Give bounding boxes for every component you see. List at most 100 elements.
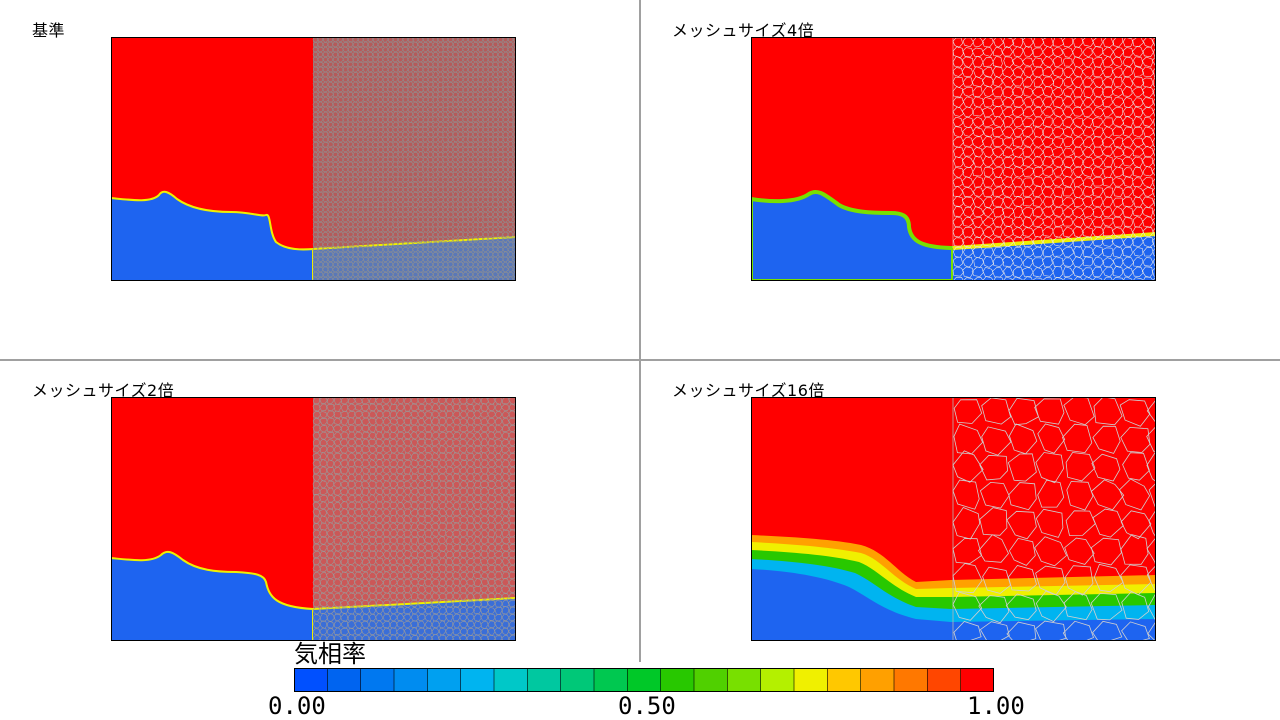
mesh-cell [445,634,454,641]
mesh-cell [512,256,516,263]
mesh-cell [502,71,509,78]
mesh-cell [322,191,329,198]
mesh-cell [352,101,359,108]
mesh-cell [1022,146,1033,158]
mesh-cell [340,445,349,454]
mesh-cell [494,551,503,559]
mesh-cell [375,564,384,572]
mesh-cell [387,86,394,93]
mesh-cell [472,171,479,178]
mesh-cell [1083,126,1095,138]
mesh-cell [342,142,349,148]
mesh-cell [1072,236,1083,248]
mesh-cell [424,536,433,544]
mesh-cell [342,276,349,281]
mesh-cell [462,237,469,243]
mesh-cell [487,592,496,600]
mesh-cell [1102,197,1114,207]
mesh-cell [1037,423,1066,454]
mesh-cell [460,460,467,468]
mesh-cell [427,76,434,83]
mesh-cell [402,96,409,103]
mesh-cell [1141,177,1154,188]
mesh-cell [438,126,444,133]
mesh-cell [352,66,359,73]
mesh-cell [1092,86,1104,98]
mesh-cell [412,181,419,188]
mesh-cell [425,557,433,566]
mesh-cell [962,47,974,58]
mesh-cell [452,634,461,641]
mesh-cell [1092,46,1104,57]
mesh-cell [340,536,349,545]
mesh-cell [322,96,329,103]
mesh-cell [1122,196,1134,208]
mesh-cell [322,116,329,123]
mesh-cell [327,61,334,68]
mesh-cell [1035,620,1067,641]
mesh-cell [397,501,405,510]
mesh-cell [417,41,424,48]
mesh-cell [453,141,459,148]
mesh-cell [352,116,359,123]
mesh-cell [452,96,459,103]
mesh-cell [418,557,426,566]
mesh-cell [473,403,482,412]
mesh-cell [362,151,369,158]
mesh-cell [403,529,412,538]
mesh-cell [467,191,474,198]
mesh-cell [362,216,369,223]
mesh-cell [473,536,482,545]
mesh-cell [477,196,484,203]
mesh-cell [512,47,516,53]
mesh-cell [494,424,503,433]
mesh-cell [361,403,369,412]
mesh-cell [362,146,369,153]
mesh-cell [334,543,342,552]
mesh-cell [1042,66,1054,77]
mesh-cell [445,606,454,614]
mesh-cell [982,37,994,48]
mesh-cell [442,171,449,177]
mesh-cell [494,600,503,608]
mesh-cell [312,432,320,440]
mesh-cell [1142,46,1154,58]
mesh-cell [333,529,342,538]
mesh-cell [347,236,354,243]
mesh-cell [387,51,394,58]
mesh-cell [368,515,377,524]
mesh-cell [442,151,449,158]
mesh-cell [432,121,439,128]
mesh-cell [397,191,404,198]
mesh-cell [1112,166,1124,178]
mesh-cell [472,196,479,203]
mesh-cell [487,181,494,188]
mesh-cell [477,106,484,113]
mesh-cell [354,614,363,622]
mesh-cell [368,417,377,426]
mesh-cell [983,166,994,178]
mesh-cell [361,550,370,559]
mesh-cell [372,221,379,228]
mesh-cell [453,136,459,143]
mesh-cell [312,564,321,572]
mesh-cell [452,529,461,537]
mesh-cell [452,424,461,433]
mesh-cell [438,501,447,509]
mesh-cell [1152,135,1156,148]
mesh-cell [361,459,370,468]
mesh-cell [991,236,1005,247]
mesh-cell [971,47,985,57]
mesh-cell [1012,216,1024,228]
mesh-cell [317,191,324,198]
mesh-cell [410,480,419,489]
mesh-cell [1012,136,1024,148]
mesh-cell [1022,76,1033,87]
mesh-cell [978,534,1009,563]
mesh-cell [452,557,461,566]
mesh-cell [497,171,504,178]
mesh-cell [312,146,319,153]
mesh-cell [492,211,499,218]
mesh-cell [377,121,384,128]
mesh-cell [507,56,514,63]
